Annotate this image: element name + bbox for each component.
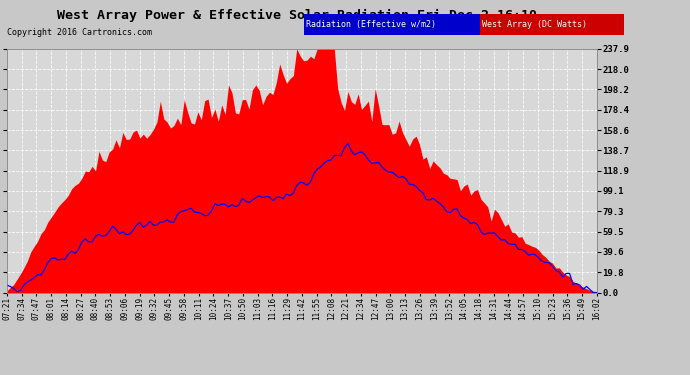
Text: Copyright 2016 Cartronics.com: Copyright 2016 Cartronics.com xyxy=(7,28,152,37)
Text: West Array (DC Watts): West Array (DC Watts) xyxy=(482,20,587,29)
Text: Radiation (Effective w/m2): Radiation (Effective w/m2) xyxy=(306,20,436,29)
Text: West Array Power & Effective Solar Radiation Fri Dec 2 16:10: West Array Power & Effective Solar Radia… xyxy=(57,9,537,22)
